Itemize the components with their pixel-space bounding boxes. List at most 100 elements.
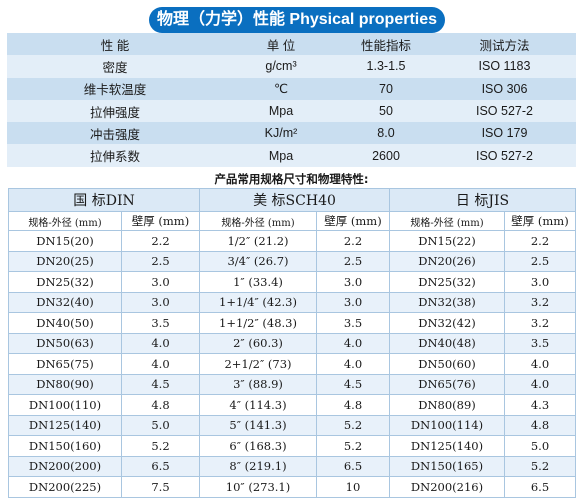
page-title: 物理（力学）性能 Physical properties [149,7,445,33]
wall-thickness-cell: 5.0 [504,435,576,457]
properties-cell: 拉伸系数 [7,144,223,167]
properties-cell: 2600 [339,144,433,167]
spec-od-cell: DN200(225) [8,476,122,498]
wall-thickness-header: 壁厚 (mm) [504,211,576,231]
wall-thickness-cell: 6.5 [316,455,390,477]
wall-thickness-cell: 2.5 [316,250,390,272]
spec-od-cell: 4″ (114.3) [199,394,317,416]
spec-od-cell: DN150(165) [389,455,505,477]
wall-thickness-cell: 3.0 [316,291,390,313]
table-row: DN200(200) 6.5 8″ (219.1) 6.5 DN150(165) 5.2 [8,455,576,477]
wall-thickness-cell: 2.5 [504,250,576,272]
spec-od-cell: DN25(32) [389,271,505,293]
wall-thickness-cell: 3.5 [316,312,390,334]
spec-od-cell: DN150(160) [8,435,122,457]
wall-thickness-cell: 6.5 [121,455,200,477]
sizes-table: 国 标DIN 美 标SCH40 日 标JIS 规格-外径 (mm) 壁厚 (mm) 规格… [8,188,576,498]
spec-od-cell: DN40(50) [8,312,122,334]
wall-thickness-cell: 5.2 [316,435,390,457]
spec-od-cell: DN80(90) [8,373,122,395]
wall-thickness-cell: 10 [316,476,390,498]
wall-thickness-cell: 2.2 [121,230,200,252]
spec-od-cell: DN65(76) [389,373,505,395]
wall-thickness-cell: 5.0 [121,414,200,436]
properties-cell: 冲击强度 [7,122,223,145]
properties-row: 拉伸系数 Mpa 2600 ISO 527-2 [7,144,576,167]
wall-thickness-cell: 2.5 [121,250,200,272]
wall-thickness-cell: 4.0 [121,332,200,354]
table-row: DN32(40) 3.0 1+1/4″ (42.3) 3.0 DN32(38) 3.2 [8,291,576,313]
properties-cell: ISO 306 [433,77,576,100]
wall-thickness-cell: 5.2 [121,435,200,457]
wall-thickness-cell: 2.2 [316,230,390,252]
properties-cell: 1.3-1.5 [339,55,433,78]
properties-cell: ISO 527-2 [433,144,576,167]
properties-header-cell: 单 位 [223,33,339,56]
spec-od-cell: DN40(48) [389,332,505,354]
properties-header-cell: 性能指标 [339,33,433,56]
properties-cell: ℃ [223,77,339,100]
table-row: DN150(160) 5.2 6″ (168.3) 5.2 DN125(140) 5.0 [8,435,576,457]
wall-thickness-cell: 4.0 [504,373,576,395]
wall-thickness-cell: 4.5 [121,373,200,395]
properties-header-cell: 测试方法 [433,33,576,56]
spec-od-header: 规格-外径 (mm) [199,211,317,231]
spec-od-cell: 1″ (33.4) [199,271,317,293]
properties-header-cell: 性 能 [7,33,223,56]
properties-cell: ISO 179 [433,122,576,145]
spec-od-cell: 1+1/2″ (48.3) [199,312,317,334]
spec-od-cell: DN100(110) [8,394,122,416]
spec-od-cell: DN125(140) [389,435,505,457]
wall-thickness-cell: 3.0 [316,271,390,293]
spec-od-cell: 1/2″ (21.2) [199,230,317,252]
wall-thickness-cell: 4.0 [316,332,390,354]
spec-od-cell: DN200(200) [8,455,122,477]
properties-cell: Mpa [223,144,339,167]
spec-od-cell: 1+1/4″ (42.3) [199,291,317,313]
wall-thickness-cell: 4.8 [121,394,200,416]
spec-od-cell: DN32(40) [8,291,122,313]
standard-group-header: 国 标DIN [8,188,200,212]
spec-od-cell: DN15(20) [8,230,122,252]
wall-thickness-cell: 3.2 [504,291,576,313]
wall-thickness-cell: 7.5 [121,476,200,498]
standard-group-header: 美 标SCH40 [199,188,390,212]
table-row: DN125(140) 5.0 5″ (141.3) 5.2 DN100(114) 4.8 [8,414,576,436]
wall-thickness-cell: 4.8 [504,414,576,436]
sizes-sub-header-row: 规格-外径 (mm) 壁厚 (mm) 规格-外径 (mm) 壁厚 (mm) 规格-外径 … [8,211,576,231]
wall-thickness-cell: 4.3 [504,394,576,416]
properties-row: 密度 g/cm³ 1.3-1.5 ISO 1183 [7,55,576,78]
spec-od-header: 规格-外径 (mm) [389,211,505,231]
wall-thickness-cell: 3.0 [121,271,200,293]
wall-thickness-cell: 4.0 [504,353,576,375]
spec-od-cell: DN65(75) [8,353,122,375]
wall-thickness-cell: 4.5 [316,373,390,395]
spec-od-cell: 6″ (168.3) [199,435,317,457]
wall-thickness-cell: 3.5 [121,312,200,334]
sizes-group-header-row: 国 标DIN 美 标SCH40 日 标JIS [8,188,576,212]
spec-od-cell: DN200(216) [389,476,505,498]
spec-od-cell: 2″ (60.3) [199,332,317,354]
spec-od-cell: 5″ (141.3) [199,414,317,436]
wall-thickness-header: 壁厚 (mm) [121,211,200,231]
table-row: DN65(75) 4.0 2+1/2″ (73) 4.0 DN50(60) 4.0 [8,353,576,375]
table-row: DN80(90) 4.5 3″ (88.9) 4.5 DN65(76) 4.0 [8,373,576,395]
spec-od-header: 规格-外径 (mm) [8,211,122,231]
wall-thickness-cell: 5.2 [504,455,576,477]
properties-row: 拉伸强度 Mpa 50 ISO 527-2 [7,99,576,123]
spec-od-cell: DN32(42) [389,312,505,334]
spec-od-cell: DN80(89) [389,394,505,416]
spec-od-cell: DN25(32) [8,271,122,293]
spec-od-cell: DN20(26) [389,250,505,272]
spec-od-cell: DN50(60) [389,353,505,375]
wall-thickness-cell: 5.2 [316,414,390,436]
wall-thickness-cell: 2.2 [504,230,576,252]
spec-od-cell: 10″ (273.1) [199,476,317,498]
physical-properties-table: 性 能单 位性能指标 测试方法 密度 g/cm³ 1.3-1.5 ISO 1183 维卡软温… [7,33,576,167]
table-row: DN50(63) 4.0 2″ (60.3) 4.0 DN40(48) 3.5 [8,332,576,354]
table-row: DN20(25) 2.5 3/4″ (26.7) 2.5 DN20(26) 2.5 [8,250,576,272]
wall-thickness-cell: 3.5 [504,332,576,354]
spec-od-cell: DN50(63) [8,332,122,354]
wall-thickness-cell: 4.0 [316,353,390,375]
table-row: DN100(110) 4.8 4″ (114.3) 4.8 DN80(89) 4.3 [8,394,576,416]
